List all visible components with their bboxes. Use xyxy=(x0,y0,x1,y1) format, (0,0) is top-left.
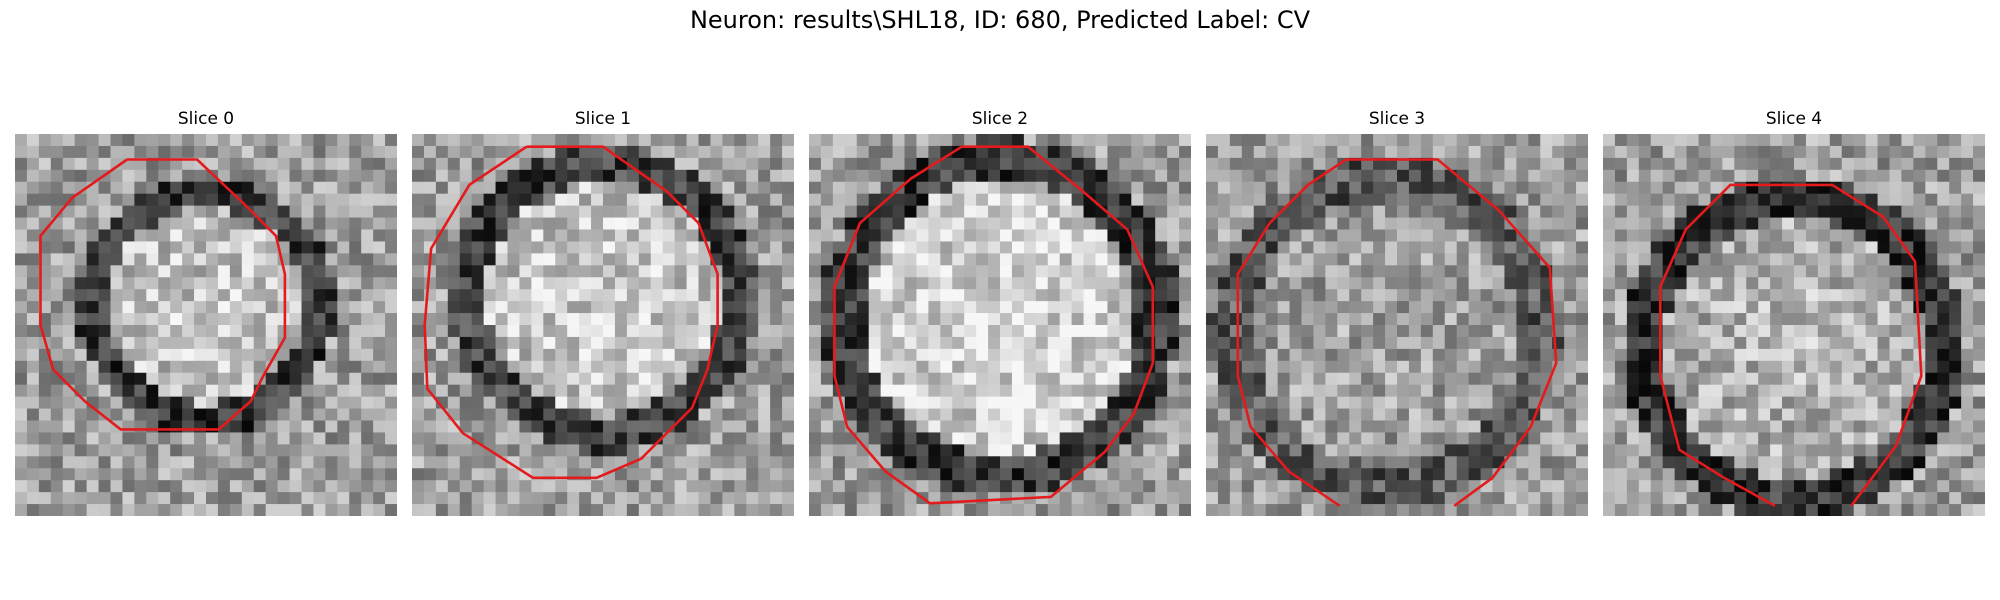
pixel-grid xyxy=(15,134,397,516)
roi-contour xyxy=(1236,158,1558,507)
roi-contour xyxy=(833,145,1155,505)
pixel-grid xyxy=(1206,134,1588,516)
slice-1-label: Slice 1 xyxy=(574,109,632,129)
slice-3-image xyxy=(1206,134,1588,516)
slice-2-image xyxy=(809,134,1191,516)
slice-0-label: Slice 0 xyxy=(177,109,235,129)
roi-contour xyxy=(1658,183,1923,507)
slice-4-image xyxy=(1603,134,1985,516)
slice-3-label: Slice 3 xyxy=(1368,109,1426,129)
roi-contour xyxy=(423,145,719,480)
slice-0-image xyxy=(15,134,397,516)
pixel-grid xyxy=(412,134,794,516)
slice-2-label: Slice 2 xyxy=(971,109,1029,129)
slice-4-label: Slice 4 xyxy=(1765,109,1823,129)
roi-contour xyxy=(39,158,287,431)
figure-title: Neuron: results\SHL18, ID: 680, Predicte… xyxy=(689,6,1311,34)
pixel-grid xyxy=(1603,134,1985,516)
slice-1-image xyxy=(412,134,794,516)
pixel-grid xyxy=(809,134,1191,516)
